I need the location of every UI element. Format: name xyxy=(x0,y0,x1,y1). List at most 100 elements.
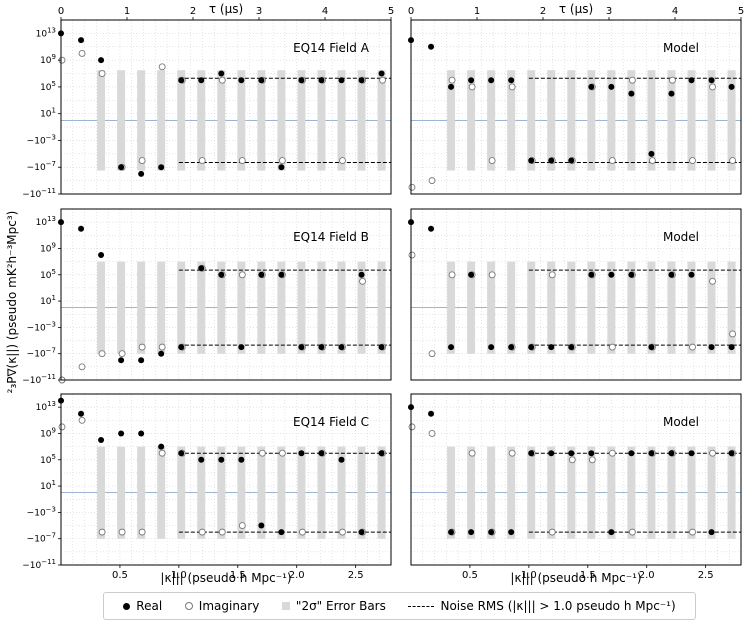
imaginary-point xyxy=(138,528,146,536)
real-point xyxy=(608,529,615,536)
real-marker-icon xyxy=(123,602,131,610)
imaginary-point xyxy=(448,271,456,279)
imaginary-marker-icon xyxy=(184,602,193,610)
imaginary-point xyxy=(98,350,106,358)
x-axis-label-right: |κ||| (pseudo h Mpc⁻¹) xyxy=(510,571,641,585)
real-point xyxy=(608,271,615,278)
real-point xyxy=(688,450,695,457)
real-point xyxy=(138,430,145,437)
real-point xyxy=(178,344,185,351)
imaginary-point xyxy=(58,423,66,431)
top-tick-label: 0 xyxy=(408,6,414,17)
error-bar xyxy=(527,261,536,354)
error-bar xyxy=(507,446,516,539)
error-bar xyxy=(377,446,386,539)
real-point xyxy=(688,271,695,278)
imaginary-point xyxy=(628,528,636,536)
imaginary-point xyxy=(689,528,696,536)
real-point xyxy=(218,70,225,77)
real-point xyxy=(298,344,305,351)
imaginary-point xyxy=(689,343,696,351)
real-point xyxy=(358,77,365,84)
imaginary-point xyxy=(98,528,106,536)
imaginary-point xyxy=(138,157,146,164)
error-bar xyxy=(487,446,496,539)
real-point xyxy=(338,77,345,84)
error-bar xyxy=(467,261,476,354)
error-bar xyxy=(487,70,496,171)
error-bar xyxy=(97,446,106,539)
panel-title: Model xyxy=(663,41,699,55)
legend-item-error-bars: "2σ" Error Bars xyxy=(281,599,386,613)
imaginary-point xyxy=(359,277,366,285)
imaginary-point xyxy=(548,271,556,279)
error-bar xyxy=(177,446,186,539)
error-bar xyxy=(237,261,246,354)
real-point xyxy=(118,430,125,437)
error-bar xyxy=(727,446,736,539)
legend-label-error-bars: "2σ" Error Bars xyxy=(295,599,386,613)
error-bar xyxy=(587,261,596,354)
imaginary-point xyxy=(238,271,246,279)
real-point xyxy=(278,271,285,278)
legend-label-imaginary: Imaginary xyxy=(198,599,260,613)
real-point xyxy=(548,450,555,457)
real-point xyxy=(218,456,225,463)
top-axis-label-right: τ (μs) xyxy=(559,2,593,16)
error-bar xyxy=(467,70,476,171)
panel-frame xyxy=(60,393,392,566)
real-point xyxy=(78,225,85,232)
imaginary-point xyxy=(118,528,126,536)
real-point xyxy=(118,357,125,364)
imaginary-point xyxy=(408,183,416,191)
panel-title: Model xyxy=(663,230,699,244)
imaginary-point xyxy=(608,343,616,351)
legend-item-noise-rms: Noise RMS (|κ||| > 1.0 pseudo h Mpc⁻¹) xyxy=(408,599,676,613)
imaginary-point xyxy=(608,449,616,457)
error-bar xyxy=(377,261,386,354)
legend-label-noise-rms: Noise RMS (|κ||| > 1.0 pseudo h Mpc⁻¹) xyxy=(440,599,676,613)
error-bar xyxy=(277,261,286,354)
error-bar xyxy=(527,446,536,539)
real-point xyxy=(568,450,575,457)
error-bar xyxy=(487,261,496,354)
imaginary-point xyxy=(689,157,696,164)
error-bar xyxy=(257,70,266,171)
error-bar xyxy=(97,261,106,354)
error-bar xyxy=(377,70,386,171)
real-point xyxy=(548,344,555,351)
error-bar xyxy=(627,261,636,354)
imaginary-point xyxy=(238,157,246,164)
real-point xyxy=(508,77,515,84)
real-point xyxy=(158,164,165,171)
imaginary-point xyxy=(729,157,737,164)
imaginary-point xyxy=(278,449,286,457)
error-bar xyxy=(587,70,596,171)
error-bar xyxy=(547,70,556,171)
imaginary-point xyxy=(588,456,596,464)
top-tick-label: 2 xyxy=(190,6,196,17)
real-point xyxy=(198,456,205,463)
imaginary-point xyxy=(118,350,126,358)
real-point xyxy=(298,77,305,84)
error-bar xyxy=(607,446,616,539)
real-point xyxy=(358,271,365,278)
y-tick-label: −10−7 xyxy=(27,160,56,173)
imaginary-point xyxy=(298,528,306,536)
error-bar xyxy=(567,70,576,171)
error-bar xyxy=(587,446,596,539)
error-bar xyxy=(567,261,576,354)
real-point xyxy=(198,265,205,272)
real-point xyxy=(238,77,245,84)
error-bar xyxy=(117,261,126,354)
top-tick-label: 4 xyxy=(672,6,678,17)
top-tick-label: 0 xyxy=(58,6,64,17)
x-tick-label: 2.0 xyxy=(289,570,305,581)
real-point xyxy=(528,344,535,351)
real-point xyxy=(648,450,655,457)
error-bar xyxy=(117,70,126,171)
y-tick-label: 105 xyxy=(40,80,56,93)
real-point xyxy=(668,271,675,278)
x-tick-label: 2.5 xyxy=(698,570,714,581)
